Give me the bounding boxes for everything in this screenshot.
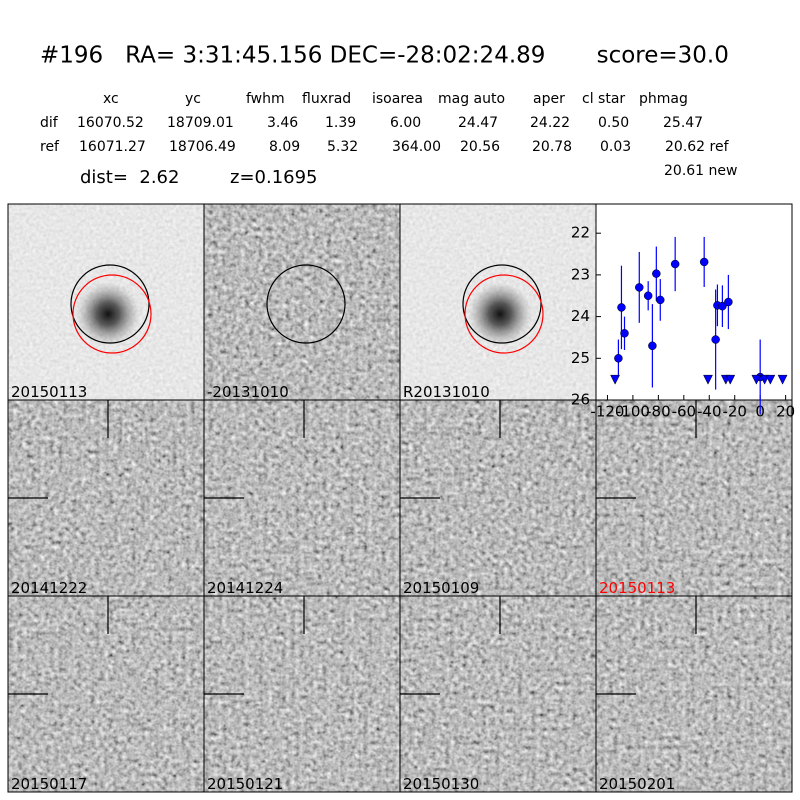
panel-label: 20150117 (11, 775, 87, 793)
source-blob (468, 282, 532, 346)
table-cell: 25.47 (663, 115, 703, 131)
row-label: dif (40, 115, 59, 131)
y-tick-label: 25 (571, 349, 590, 367)
row-label: ref (40, 139, 60, 155)
x-tick-label: -80 (646, 403, 671, 421)
column-header: isoarea (372, 91, 423, 107)
title: #196 RA= 3:31:45.156 DEC=-28:02:24.89 sc… (40, 43, 729, 69)
table-cell: 16070.52 (77, 115, 144, 131)
column-header: fluxrad (302, 91, 351, 107)
y-tick-label: 26 (571, 391, 590, 409)
point (620, 329, 629, 338)
x-tick-label: -20 (722, 403, 747, 421)
column-header: phmag (639, 91, 688, 107)
table-cell: 1.39 (325, 115, 356, 131)
table-cell: 20.56 (460, 139, 500, 155)
column-header: yc (185, 91, 201, 107)
upper-limit (765, 374, 776, 385)
column-header: fwhm (246, 91, 285, 107)
table-cell: 24.47 (458, 115, 498, 131)
upper-limit (777, 374, 788, 385)
table-cell: 0.50 (598, 115, 629, 131)
panel-label: 20150113 (11, 383, 87, 401)
panel-label: 20141224 (207, 579, 283, 597)
upper-limit (751, 374, 762, 385)
point (699, 257, 709, 267)
redshift: z=0.1695 (230, 167, 318, 188)
plot-area (595, 203, 793, 401)
column-header: xc (103, 91, 119, 107)
point (656, 295, 665, 305)
panel-label: 20150113 (599, 579, 675, 597)
point (711, 335, 720, 344)
upper-limit (725, 374, 736, 385)
point (614, 354, 623, 363)
column-header: mag auto (438, 91, 505, 107)
point (635, 283, 644, 292)
panel-label: -20131010 (207, 383, 289, 401)
panel-label: 20150130 (403, 775, 479, 793)
det-circle (72, 274, 152, 354)
source-blob (76, 282, 140, 346)
y-tick-label: 23 (571, 265, 590, 283)
y-tick-label: 24 (571, 307, 590, 325)
panel-label: 20150109 (403, 579, 479, 597)
y-tick-label: 22 (571, 224, 590, 242)
panel-label: 20150201 (599, 775, 675, 793)
table-cell: 364.00 (392, 139, 441, 155)
panel-label: 20141222 (11, 579, 87, 597)
table-cell: 3.46 (267, 115, 298, 131)
x-tick-label: 20 (776, 403, 795, 421)
panel-label: 20150121 (207, 775, 283, 793)
point (643, 291, 653, 300)
table-cell: 0.03 (600, 139, 631, 155)
new-mag: 20.61 new (664, 163, 737, 179)
column-header: cl star (582, 91, 625, 107)
ref-circle (462, 264, 542, 344)
table-cell: 6.00 (390, 115, 421, 131)
panel-frame (595, 595, 793, 793)
x-tick-label: -120 (590, 403, 624, 421)
table-cell: 16071.27 (79, 139, 146, 155)
upper-limit (610, 374, 620, 385)
x-tick-label: -100 (616, 403, 650, 421)
point (718, 301, 727, 311)
table-cell: 24.22 (530, 115, 570, 131)
image (204, 204, 400, 400)
table-cell: 20.78 (532, 139, 572, 155)
point (648, 341, 657, 351)
ref-circle (70, 264, 150, 344)
ref-circle (266, 264, 346, 344)
det-circle (464, 274, 544, 354)
column-header: aper (533, 91, 565, 107)
x-tick-label: -60 (672, 403, 697, 421)
upper-limit (703, 374, 713, 385)
table-cell: 18709.01 (167, 115, 234, 131)
table-cell: 8.09 (269, 139, 300, 155)
point (652, 269, 661, 278)
table-cell: 18706.49 (169, 139, 236, 155)
dist: dist= 2.62 (80, 167, 179, 188)
table-cell: 20.62 ref (665, 139, 730, 155)
table-cell: 5.32 (327, 139, 358, 155)
panel-label: R20131010 (403, 383, 490, 401)
point (724, 297, 733, 307)
x-tick-label: -40 (697, 403, 722, 421)
point (617, 303, 626, 312)
point (670, 259, 680, 269)
